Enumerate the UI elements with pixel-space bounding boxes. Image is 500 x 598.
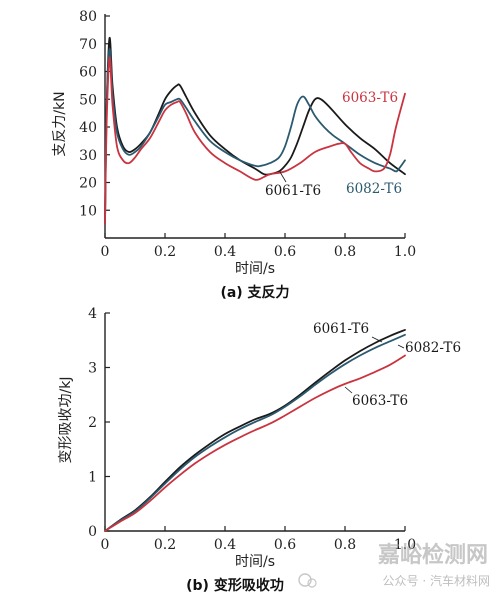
chart-a-ylabel: 支反力/kN [52, 91, 68, 156]
chart-a-ytick-label: 80 [79, 9, 97, 25]
chart-b-label-6082: 6082-T6 [405, 340, 461, 356]
chart-a-axes [104, 14, 405, 239]
watermark-account: 公众号 · 汽车材料网 [383, 573, 490, 588]
chart-b-series [104, 329, 406, 532]
chart-b-ytick-label: 3 [88, 361, 97, 377]
chart-b-xtick-label: 0.2 [154, 537, 176, 553]
chart-a-xtick-label: 0.2 [154, 244, 176, 260]
chart-b-series-6082-t6 [104, 333, 406, 532]
chart-a-ytick-label: 60 [79, 65, 97, 81]
chart-b-caption: (b) 变形吸收功 [186, 577, 284, 594]
chart-a-series-6063-t6 [104, 56, 406, 225]
chart-a-xtick-label: 0.8 [334, 244, 356, 260]
chart-b-leader-6063 [344, 386, 353, 394]
chart-b-xtick-label: 0.8 [334, 537, 356, 553]
chart-b-xtick-label: 1.0 [394, 537, 416, 553]
chart-a-xtick-label: 0 [101, 244, 110, 260]
chart-b-xlabel: 时间/s [235, 554, 275, 570]
chart-a-label-6061: 6061-T6 [265, 183, 321, 199]
watermark: 嘉峪检测网 公众号 · 汽车材料网 [298, 542, 490, 588]
chart-a-ytick-label: 70 [79, 37, 97, 53]
chart-a-x-ticks: 0 0.2 0.4 0.6 0.8 1.0 [101, 233, 416, 260]
chart-a-label-6063: 6063-T6 [342, 90, 398, 106]
chart-b-ylabel: 变形吸收功/kJ [58, 377, 74, 464]
chart-b-xtick-label: 0.6 [274, 537, 296, 553]
chart-b-ytick-label: 4 [88, 306, 97, 322]
wechat-icon [298, 573, 312, 587]
chart-a-caption: (a) 支反力 [220, 284, 289, 301]
chart-reaction-force: 10 20 30 40 50 60 70 80 0 0.2 0.4 0.6 0.8 1.0 支反力/kN… [52, 9, 416, 301]
chart-b-leader-6082 [397, 344, 405, 349]
chart-a-ytick-label: 10 [79, 203, 97, 219]
chart-a-ytick-label: 40 [79, 120, 97, 136]
chart-b-ytick-label: 1 [88, 470, 97, 486]
chart-b-leader-6061 [371, 336, 383, 343]
chart-b-ytick-label: 2 [88, 415, 97, 431]
chart-b-series-6063-t6 [104, 354, 406, 532]
chart-a-label-6082: 6082-T6 [346, 181, 402, 197]
chart-b-label-6061: 6061-T6 [313, 321, 369, 337]
chart-b-label-6063: 6063-T6 [352, 393, 408, 409]
wechat-icon-dot [307, 578, 317, 588]
chart-a-ytick-label: 30 [79, 148, 97, 164]
chart-a-y-ticks: 10 20 30 40 50 60 70 80 [79, 9, 110, 219]
chart-a-ytick-label: 20 [79, 176, 97, 192]
chart-a-xtick-label: 0.4 [214, 244, 236, 260]
chart-a-series-6082-t6 [104, 48, 406, 225]
chart-a-series-6061-t6 [104, 37, 406, 225]
chart-a-xlabel: 时间/s [235, 261, 275, 277]
chart-b-x-ticks: 0 0.2 0.4 0.6 0.8 1.0 [101, 526, 416, 553]
chart-b-xtick-label: 0.4 [214, 537, 236, 553]
chart-a-xtick-label: 0.6 [274, 244, 296, 260]
chart-a-xtick-label: 1.0 [394, 244, 416, 260]
watermark-site: 嘉峪检测网 [378, 542, 488, 568]
chart-b-y-ticks: 0 1 2 3 4 [88, 306, 110, 540]
chart-a-series [104, 37, 406, 225]
chart-a-ytick-label: 50 [79, 92, 97, 108]
chart-b-ytick-label: 0 [88, 524, 97, 540]
chart-absorbed-energy: 0 1 2 3 4 0 0.2 0.4 0.6 0.8 1.0 变形吸收功/kJ 时间/s (b)… [58, 306, 461, 594]
chart-a-leader-6061 [279, 171, 287, 183]
chart-b-xtick-label: 0 [101, 537, 110, 553]
